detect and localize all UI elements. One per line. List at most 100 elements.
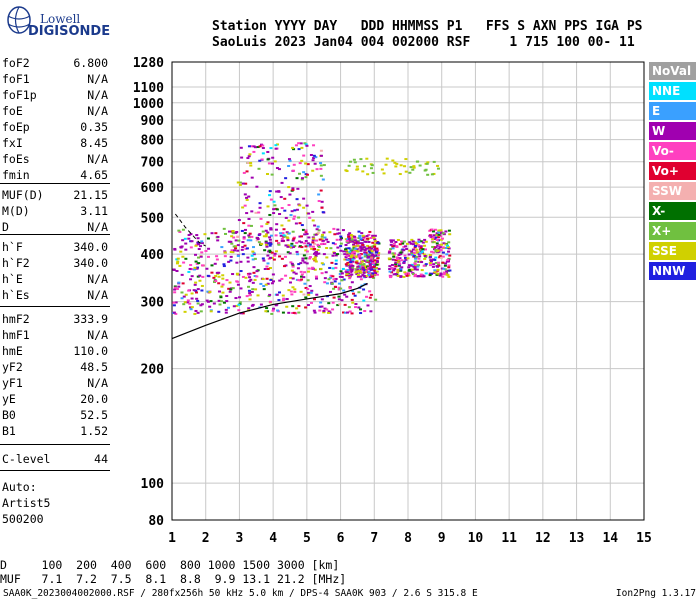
echo-mark [176, 257, 180, 260]
header-line2: SaoLuis 2023 Jan04 004 002000 RSF 1 715 … [212, 35, 635, 50]
echo-mark [425, 162, 429, 165]
echo-mark [201, 275, 205, 278]
lowell-digisonde-logo: Lowell DIGISONDE [2, 2, 112, 42]
param-separator [0, 444, 110, 445]
echo-mark [311, 219, 315, 222]
echo-mark [339, 270, 343, 273]
echo-mark [294, 222, 298, 225]
echo-mark [307, 293, 311, 296]
echo-mark [342, 278, 346, 281]
echo-mark [371, 241, 375, 244]
echo-mark [193, 266, 197, 269]
echo-mark [229, 287, 233, 290]
echo-mark [374, 270, 378, 273]
echo-mark [448, 233, 452, 236]
x-tick-label: 3 [236, 531, 244, 546]
echo-mark [291, 311, 295, 314]
echo-mark [284, 244, 288, 247]
echo-mark [317, 245, 321, 248]
echo-mark [421, 248, 425, 251]
echo-mark [367, 274, 371, 277]
echo-mark [361, 268, 365, 271]
echo-mark [417, 238, 421, 241]
echo-mark [321, 233, 325, 236]
echo-mark [196, 256, 200, 259]
echo-mark [363, 251, 367, 254]
echo-mark [433, 237, 437, 240]
echo-mark [398, 257, 402, 260]
echo-mark [434, 261, 438, 264]
echo-mark [182, 295, 186, 298]
echo-mark [285, 305, 289, 308]
echo-mark [430, 173, 434, 176]
echo-mark [429, 259, 433, 262]
echo-mark [174, 312, 178, 315]
param-key: foF2 [2, 56, 30, 70]
param-row: C-level 44 [2, 452, 108, 468]
echo-mark [268, 293, 272, 296]
echo-mark [197, 262, 201, 265]
echo-mark [291, 230, 295, 233]
echo-mark [265, 307, 269, 310]
legend-item-w: W [649, 122, 696, 140]
echo-mark [312, 144, 316, 147]
echo-mark [304, 230, 308, 233]
echo-mark [285, 231, 289, 234]
echo-mark [266, 262, 270, 265]
echo-mark [229, 240, 233, 243]
echo-mark [320, 305, 324, 308]
footer-version: Ion2Png 1.3.17 [615, 588, 696, 599]
echo-mark [389, 276, 393, 279]
echo-mark [370, 247, 374, 250]
echo-mark [273, 204, 277, 207]
echo-mark [173, 247, 177, 250]
echo-mark [331, 308, 335, 311]
echo-mark [351, 260, 355, 263]
echo-mark [399, 267, 403, 270]
param-value: 6.800 [73, 56, 108, 70]
echo-mark [388, 251, 392, 254]
echo-mark [303, 282, 307, 285]
echo-mark [173, 291, 177, 294]
echo-mark [341, 311, 345, 314]
echo-mark [229, 259, 233, 262]
echo-mark [336, 228, 340, 231]
echo-mark [271, 162, 275, 165]
x-tick-label: 8 [404, 531, 412, 546]
echo-mark [217, 299, 221, 302]
echo-mark [243, 228, 247, 231]
echo-mark [173, 288, 177, 291]
echo-mark [356, 275, 360, 278]
echo-mark [231, 251, 235, 254]
echo-mark [360, 256, 364, 259]
echo-mark [269, 241, 273, 244]
auto-label: 500200 [2, 512, 44, 526]
echo-mark [355, 165, 359, 168]
echo-mark [214, 232, 218, 235]
echo-mark [180, 291, 184, 294]
legend-item-noval: NoVal [649, 62, 696, 80]
echo-mark [371, 255, 375, 258]
echo-mark [349, 256, 353, 259]
echo-mark [393, 161, 397, 164]
echo-mark [255, 239, 259, 242]
echo-mark [258, 159, 262, 162]
echo-mark [204, 249, 208, 252]
echo-mark [349, 268, 353, 271]
echo-mark [362, 264, 366, 267]
param-row: MUF(D) 21.15 [2, 188, 108, 204]
echo-mark [348, 232, 352, 235]
echo-mark [229, 255, 233, 258]
echo-mark [432, 251, 436, 254]
echo-mark [322, 309, 326, 312]
echo-mark [197, 243, 201, 246]
echo-mark [347, 306, 351, 309]
echo-mark [340, 299, 344, 302]
echo-mark [302, 206, 306, 209]
echo-mark [442, 242, 446, 245]
echo-mark [198, 279, 202, 282]
echo-mark [300, 178, 304, 181]
echo-mark [328, 231, 332, 234]
echo-mark [371, 275, 375, 278]
echo-mark [196, 302, 200, 305]
